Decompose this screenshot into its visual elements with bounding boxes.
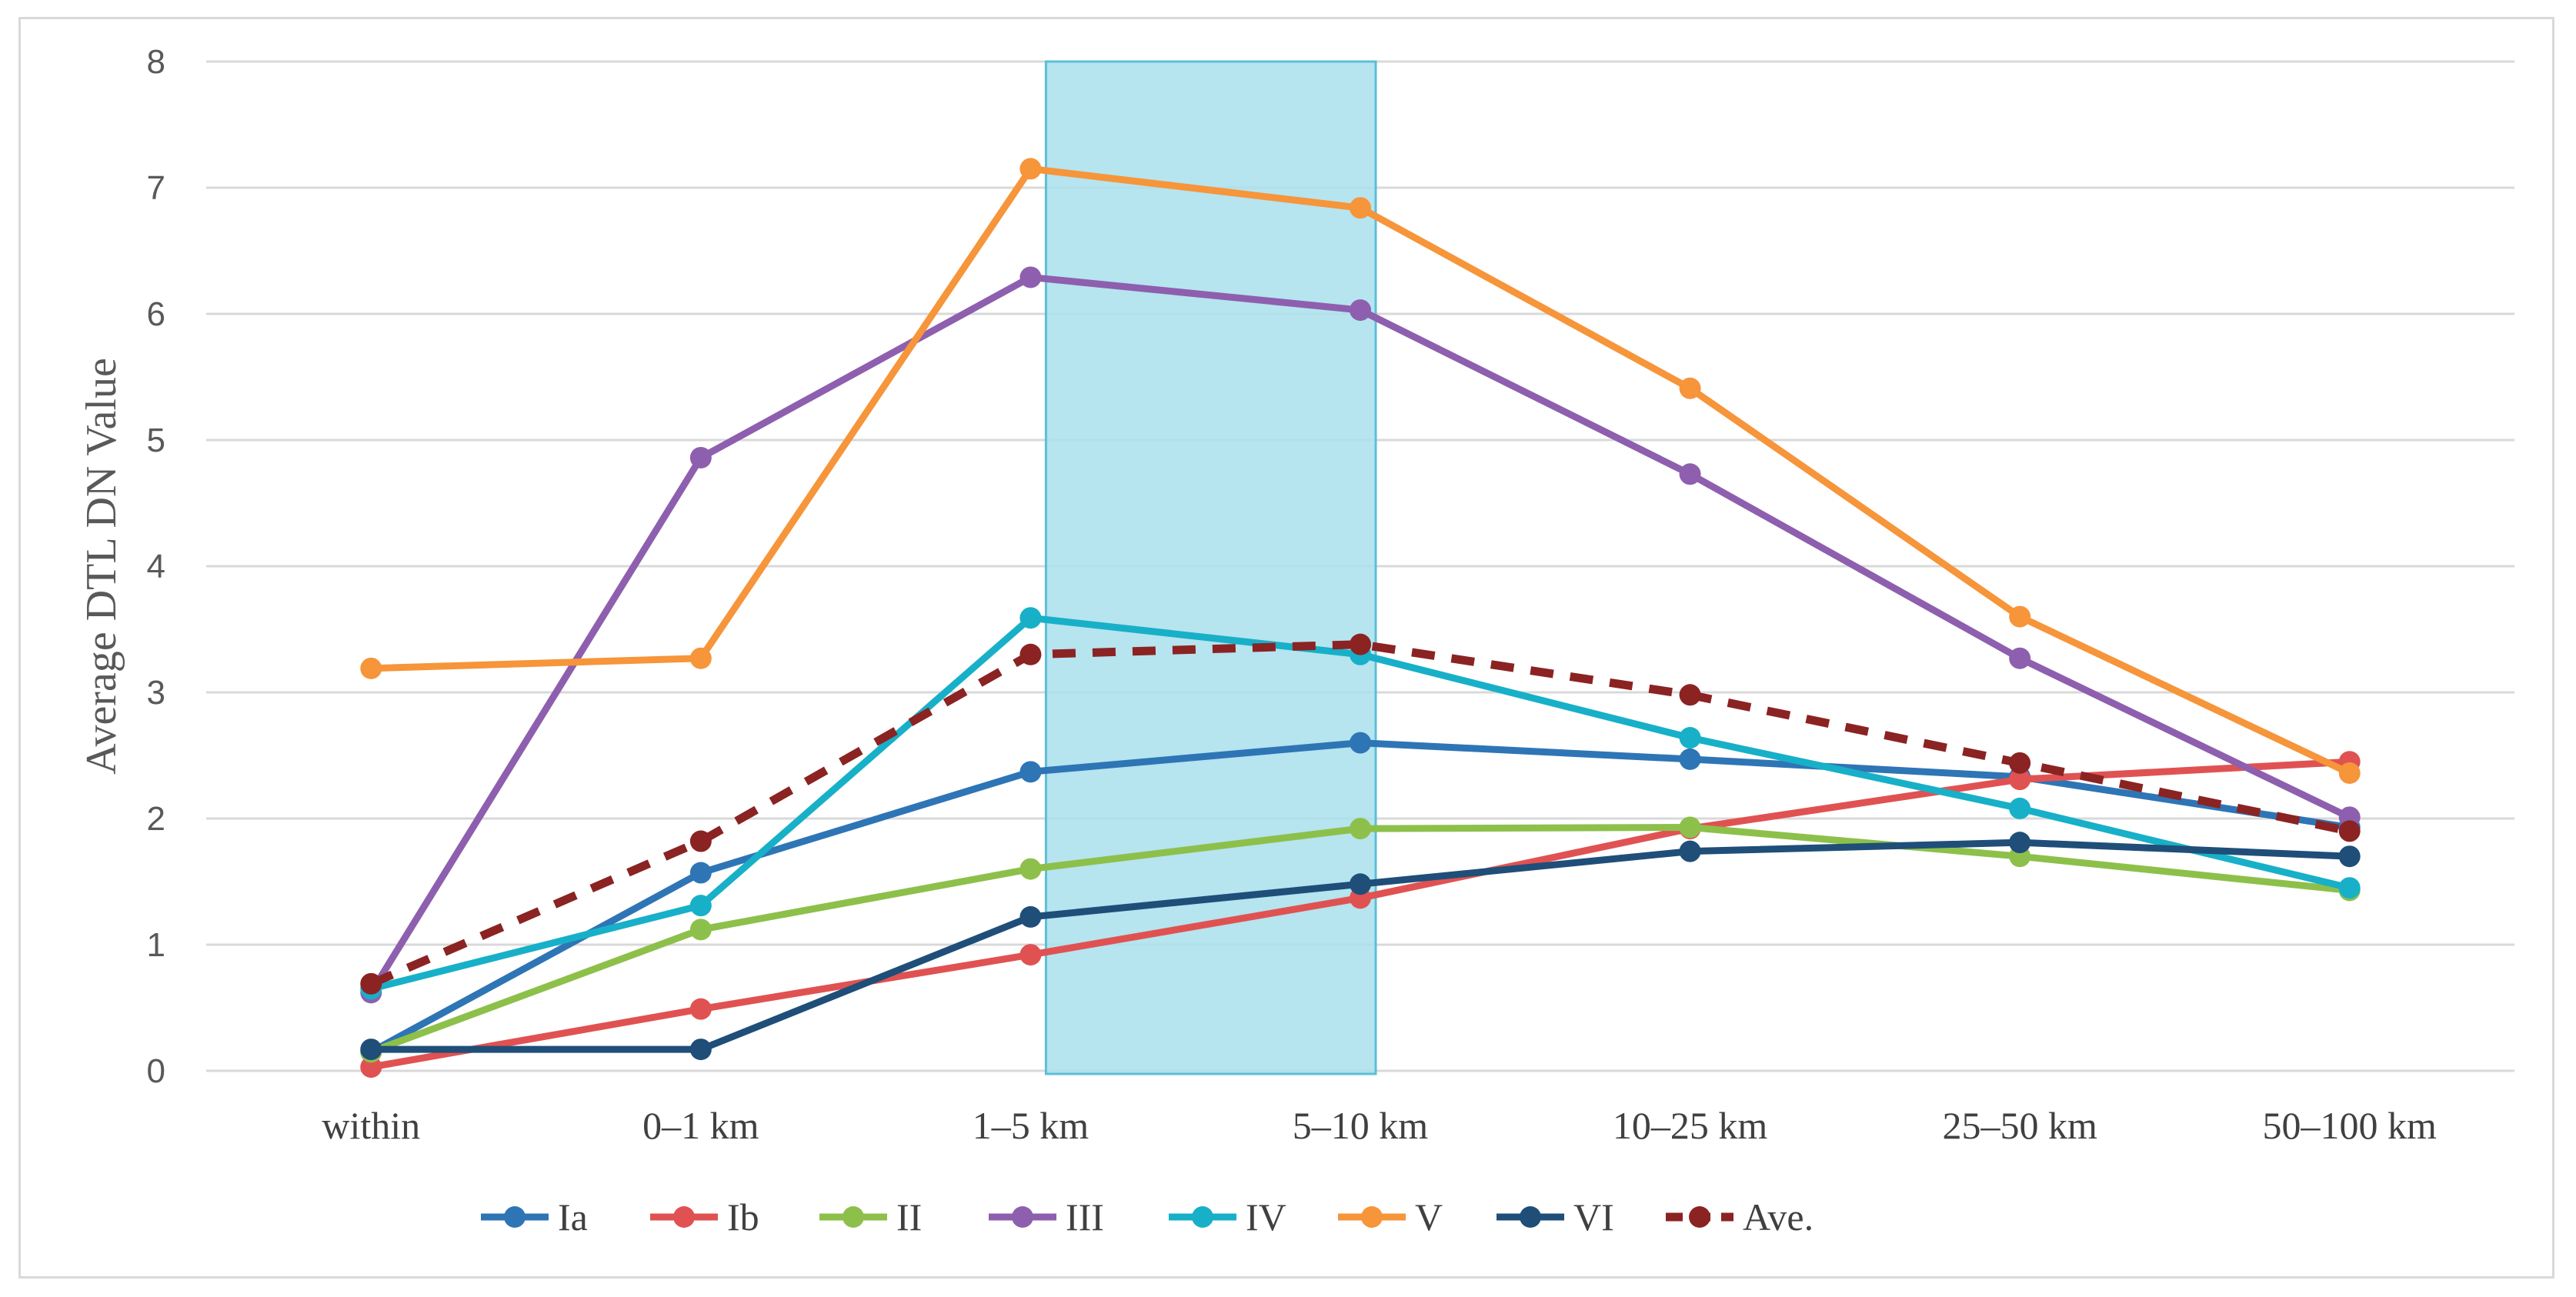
legend-label: Ia — [558, 1195, 588, 1239]
data-point — [1679, 840, 1701, 862]
data-point — [1019, 158, 1042, 180]
data-point — [2338, 877, 2361, 899]
data-point — [1350, 633, 1371, 655]
data-point — [689, 1039, 712, 1061]
x-tick-label: 0–1 km — [642, 1104, 759, 1147]
x-tick-label: 10–25 km — [1613, 1104, 1768, 1147]
legend-marker — [843, 1206, 864, 1228]
data-point — [1019, 607, 1042, 629]
data-point — [1019, 266, 1042, 288]
legend-marker — [1520, 1206, 1541, 1228]
legend-label: V — [1415, 1195, 1443, 1239]
x-tick-label: 5–10 km — [1293, 1104, 1429, 1147]
data-point — [689, 862, 712, 884]
x-tick-label: within — [322, 1104, 420, 1147]
legend-label: Ave. — [1743, 1195, 1814, 1239]
y-tick-label: 5 — [147, 422, 165, 459]
data-point — [2009, 752, 2031, 774]
data-point — [1350, 299, 1371, 322]
data-point — [689, 895, 712, 917]
legend-label: III — [1066, 1195, 1104, 1239]
y-tick-label: 1 — [147, 926, 165, 964]
data-point — [2009, 647, 2031, 669]
y-tick-label: 6 — [147, 295, 165, 333]
data-point — [1350, 732, 1371, 754]
y-tick-label: 4 — [147, 548, 165, 585]
legend-marker — [504, 1206, 526, 1228]
data-point — [689, 998, 712, 1020]
data-point — [360, 1056, 382, 1079]
legend-marker — [673, 1206, 695, 1228]
data-point — [1679, 463, 1701, 485]
data-point — [360, 972, 382, 995]
data-point — [1019, 643, 1042, 665]
x-tick-label: 1–5 km — [973, 1104, 1089, 1147]
data-point — [689, 919, 712, 941]
legend-label: VI — [1573, 1195, 1614, 1239]
data-point — [360, 1039, 382, 1061]
legend-marker — [1361, 1206, 1383, 1228]
data-point — [2009, 769, 2031, 791]
data-point — [1679, 377, 1701, 399]
y-tick-label: 0 — [147, 1052, 165, 1090]
data-point — [1679, 816, 1701, 839]
legend-marker — [1012, 1206, 1033, 1228]
data-point — [1679, 727, 1701, 749]
y-tick-label: 7 — [147, 169, 165, 207]
data-point — [360, 657, 382, 679]
data-point — [1679, 684, 1701, 706]
data-point — [1019, 858, 1042, 880]
y-axis-title: Average DTL DN Value — [78, 358, 125, 775]
data-point — [1019, 905, 1042, 928]
data-point — [1350, 197, 1371, 219]
y-tick-label: 8 — [147, 43, 165, 81]
data-point — [1019, 761, 1042, 783]
legend-label: II — [896, 1195, 922, 1239]
data-point — [2338, 845, 2361, 868]
data-point — [2338, 820, 2361, 842]
data-point — [689, 446, 712, 468]
y-tick-label: 3 — [147, 674, 165, 712]
legend-label: IV — [1246, 1195, 1286, 1239]
x-tick-label: 25–50 km — [1942, 1104, 2097, 1147]
data-point — [689, 647, 712, 669]
data-point — [2009, 797, 2031, 819]
legend-label: Ib — [727, 1195, 759, 1239]
y-tick-label: 2 — [147, 800, 165, 838]
x-tick-label: 50–100 km — [2263, 1104, 2438, 1147]
data-point — [1350, 818, 1371, 840]
data-point — [1350, 873, 1371, 895]
legend-marker — [1192, 1206, 1213, 1228]
data-point — [1019, 944, 1042, 966]
data-point — [2338, 762, 2361, 784]
legend-marker — [1689, 1206, 1710, 1228]
data-point — [2009, 605, 2031, 628]
data-point — [2009, 832, 2031, 854]
data-point — [689, 830, 712, 852]
data-point — [1679, 748, 1701, 770]
